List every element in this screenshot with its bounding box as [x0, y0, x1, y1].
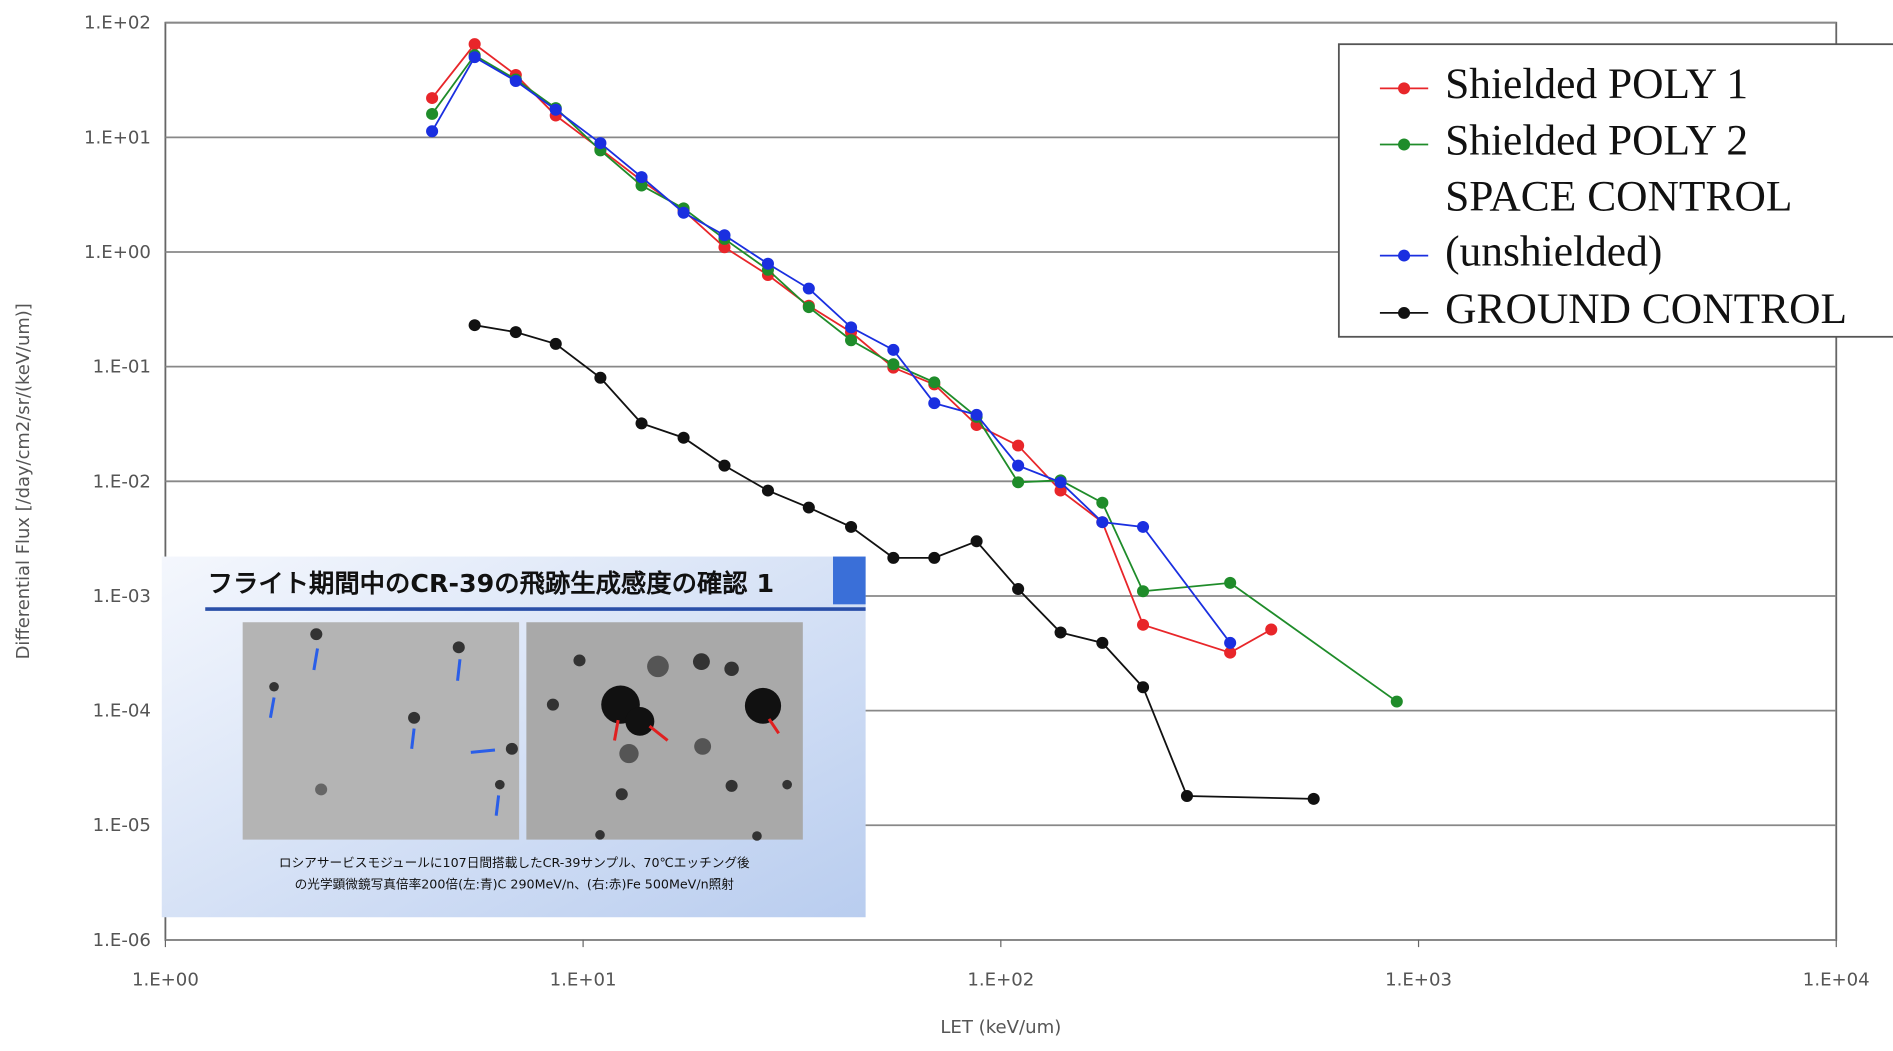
data-point	[887, 358, 900, 371]
legend-marker	[1398, 306, 1411, 319]
series-line	[431, 42, 1272, 654]
data-point	[928, 551, 941, 564]
legend-label: Shielded POLY 2	[1445, 117, 1748, 165]
x-tick-label: 1.E+00	[132, 969, 199, 990]
data-point	[928, 376, 941, 389]
data-point	[468, 38, 481, 51]
data-point	[970, 535, 983, 548]
data-point	[718, 459, 731, 472]
inset-caption: の光学顕微鏡写真倍率200倍(左:青)C 290MeV/n、(右:赤)Fe 50…	[295, 877, 735, 892]
grid: 1.E+02 1.E+01 1.E+00 1.E-01 1.E-02 1.E-03 1.E-…	[84, 13, 1870, 991]
tracks	[269, 628, 792, 841]
marks	[426, 38, 1403, 805]
data-point	[845, 334, 858, 347]
micrograph-left	[242, 622, 520, 840]
data-point	[928, 397, 941, 410]
data-point	[677, 431, 690, 444]
data-point	[1224, 576, 1237, 589]
y-tick-label: 1.E+00	[84, 242, 151, 263]
data-point	[426, 107, 439, 120]
y-tick-label: 1.E-02	[93, 471, 151, 492]
x-tick-label: 1.E+03	[1385, 969, 1452, 990]
slide-accent	[833, 556, 866, 605]
legend-label-line: (unshielded)	[1445, 228, 1662, 276]
data-point	[970, 408, 983, 421]
x-tick-label: 1.E+01	[550, 969, 617, 990]
data-point	[887, 343, 900, 356]
y-tick-label: 1.E-03	[93, 586, 151, 607]
data-point	[677, 206, 690, 219]
legend-label: SPACE CONTROL (unshielded)	[1445, 173, 1792, 276]
legend-marker	[1398, 138, 1411, 151]
data-point	[761, 484, 774, 497]
data-point	[1054, 484, 1067, 497]
data-point	[1054, 626, 1067, 639]
data-point	[761, 257, 774, 270]
data-point	[1096, 496, 1109, 509]
data-point	[1224, 646, 1237, 659]
x-tick-label: 1.E+02	[967, 969, 1034, 990]
data-point	[802, 282, 815, 295]
data-point	[426, 125, 439, 138]
data-point	[549, 337, 562, 350]
arrows	[268, 648, 780, 816]
data-point	[594, 371, 607, 384]
data-point	[1136, 585, 1150, 598]
data-point	[1390, 695, 1403, 708]
y-tick-label: 1.E-06	[93, 930, 151, 951]
data-point	[1012, 459, 1025, 472]
data-point	[845, 520, 858, 533]
y-tick-label: 1.E-05	[93, 815, 151, 836]
data-point	[635, 417, 648, 430]
data-point	[468, 51, 481, 64]
data-point	[426, 92, 439, 105]
data-point	[1012, 439, 1025, 452]
inset-caption: ロシアサービスモジュールに107日間搭載したCR-39サンプル、70℃エッチング…	[279, 855, 750, 870]
data-point	[1136, 618, 1150, 631]
data-point	[1136, 681, 1150, 694]
legend-marker	[1398, 249, 1411, 262]
legend-label: GROUND CONTROL	[1445, 285, 1847, 333]
data-point	[718, 229, 731, 242]
data-point	[802, 301, 815, 314]
data-point	[1012, 583, 1025, 595]
inset-title: フライト期間中のCR-39の飛跡生成感度の確認 1	[208, 569, 774, 598]
data-point	[1096, 516, 1109, 529]
data-point	[1265, 623, 1278, 636]
data-point	[1136, 520, 1150, 533]
data-point	[509, 326, 522, 339]
x-tick-label: 1.E+04	[1803, 969, 1870, 990]
data-point	[549, 103, 562, 116]
legend-marker	[1398, 82, 1411, 95]
data-point	[594, 137, 607, 150]
y-axis-label: Differential Flux [/day/cm2/sr/(keV/um)]	[13, 303, 34, 659]
data-point	[1224, 636, 1237, 649]
data-point	[1307, 792, 1320, 805]
data-point	[468, 319, 481, 332]
inset-slide: フライト期間中のCR-39の飛跡生成感度の確認 1 ロシアサービスモジュールに1…	[161, 556, 866, 918]
y-tick-label: 1.E-01	[93, 357, 151, 378]
data-point	[509, 75, 522, 87]
x-axis-label: LET (keV/um)	[940, 1017, 1061, 1038]
data-point	[1096, 636, 1109, 649]
y-tick-label: 1.E-04	[93, 701, 151, 722]
data-point	[1180, 790, 1193, 802]
data-point	[845, 321, 858, 334]
y-tick-label: 1.E+01	[84, 127, 151, 148]
data-point	[635, 179, 648, 192]
data-point	[718, 241, 731, 254]
legend-label-line: SPACE CONTROL	[1445, 173, 1792, 221]
data-point	[1012, 476, 1025, 489]
data-point	[802, 501, 815, 514]
data-point	[887, 551, 900, 564]
data-point	[635, 171, 648, 184]
legend-label: Shielded POLY 1	[1445, 60, 1748, 108]
data-point	[1054, 476, 1067, 489]
y-tick-label: 1.E+02	[84, 13, 151, 34]
legend: Shielded POLY 1 Shielded POLY 2 SPACE CONT…	[1337, 43, 1893, 338]
legend-box	[1337, 43, 1893, 338]
micrograph-right	[526, 622, 803, 840]
